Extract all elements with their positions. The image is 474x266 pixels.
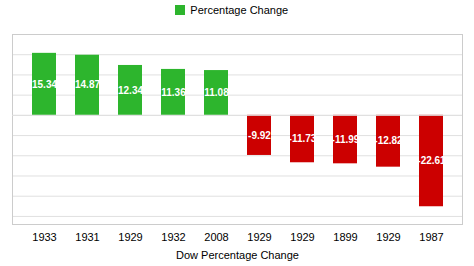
svg-text:1929: 1929 <box>290 231 314 243</box>
svg-text:-22.61: -22.61 <box>417 155 446 166</box>
svg-text:1932: 1932 <box>161 231 185 243</box>
svg-text:1931: 1931 <box>75 231 99 243</box>
svg-text:-11.99: -11.99 <box>332 134 360 145</box>
svg-text:-9.92: -9.92 <box>248 130 271 141</box>
svg-text:Dow Percentage Change: Dow Percentage Change <box>176 249 299 261</box>
svg-text:14.87: 14.87 <box>75 79 100 90</box>
svg-text:1899: 1899 <box>333 231 357 243</box>
svg-text:1933: 1933 <box>32 231 56 243</box>
svg-text:1929: 1929 <box>376 231 400 243</box>
svg-text:1929: 1929 <box>247 231 271 243</box>
html-text:Percentage Change: Percentage Change <box>190 4 289 17</box>
svg-text:12.34: 12.34 <box>118 85 143 96</box>
svg-text:1987: 1987 <box>419 231 443 243</box>
svg-text:-12.82: -12.82 <box>374 135 403 146</box>
svg-text:15.34: 15.34 <box>32 79 57 90</box>
svg-text:11.08: 11.08 <box>204 87 229 98</box>
svg-text:-11.73: -11.73 <box>289 133 317 144</box>
svg-text:1929: 1929 <box>118 231 142 243</box>
svg-text:2008: 2008 <box>204 231 228 243</box>
svg-text:11.36: 11.36 <box>161 87 186 98</box>
